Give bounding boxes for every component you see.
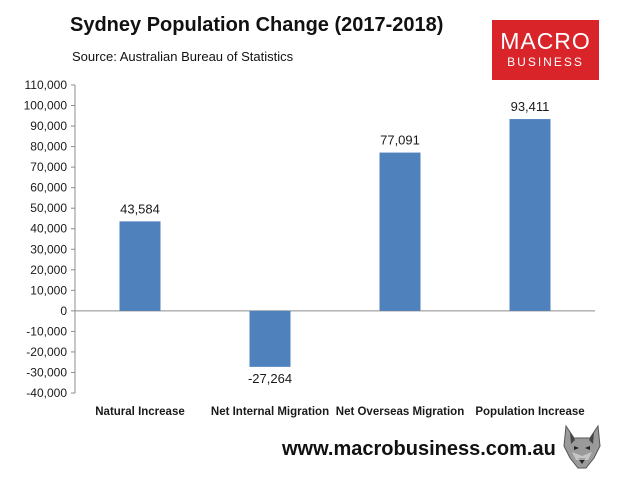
y-tick-label: 0 xyxy=(60,304,67,318)
y-tick-label: 20,000 xyxy=(30,263,67,277)
y-tick-label: 50,000 xyxy=(30,201,67,215)
chart-title: Sydney Population Change (2017-2018) xyxy=(70,14,444,36)
data-label: 43,584 xyxy=(120,201,160,216)
logo-line-2: BUSINESS xyxy=(507,55,584,69)
y-tick-label: -20,000 xyxy=(26,345,67,359)
y-tick-label: 90,000 xyxy=(30,119,67,133)
y-tick-label: -40,000 xyxy=(26,386,67,400)
y-tick-label: 40,000 xyxy=(30,222,67,236)
website-url: www.macrobusiness.com.au xyxy=(282,438,556,460)
bar xyxy=(379,152,421,311)
bar xyxy=(509,119,551,311)
chart-subtitle: Source: Australian Bureau of Statistics xyxy=(72,49,294,64)
x-category-label: Net Internal Migration xyxy=(211,406,329,418)
x-category-label: Net Overseas Migration xyxy=(336,406,464,418)
bar xyxy=(119,221,161,311)
y-tick-label: 110,000 xyxy=(25,78,68,92)
y-tick-label: 30,000 xyxy=(30,242,67,256)
y-tick-label: 60,000 xyxy=(30,181,67,195)
data-label: 77,091 xyxy=(380,133,420,148)
bar xyxy=(249,310,291,367)
data-label: -27,264 xyxy=(248,371,292,386)
x-category-label: Population Increase xyxy=(475,406,584,418)
macrobusiness-logo: MACRO BUSINESS xyxy=(492,20,599,80)
y-tick-label: -30,000 xyxy=(26,365,67,379)
y-tick-label: 10,000 xyxy=(30,283,67,297)
logo-line-1: MACRO xyxy=(500,28,591,54)
x-category-label: Natural Increase xyxy=(95,406,185,418)
data-label: 93,411 xyxy=(511,99,550,114)
y-tick-label: 80,000 xyxy=(30,140,67,154)
y-tick-label: 100,000 xyxy=(24,99,68,113)
wolf-icon xyxy=(563,424,601,469)
y-tick-label: 70,000 xyxy=(30,160,67,174)
y-tick-label: -10,000 xyxy=(26,324,67,338)
